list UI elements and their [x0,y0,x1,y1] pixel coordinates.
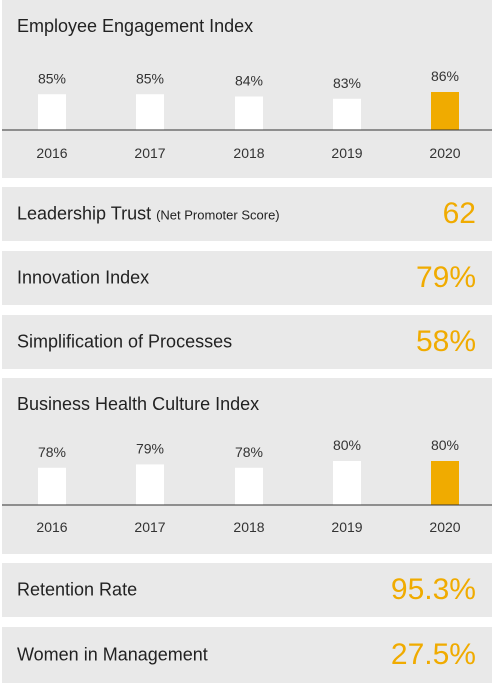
data-label-2018: 84% [235,73,263,89]
year-label-2018: 2018 [233,519,264,535]
year-label-2016: 2016 [36,145,67,161]
women-in-management-label: Women in Management [17,644,208,665]
data-label-2020: 86% [431,68,459,84]
data-label-2019: 80% [333,437,361,453]
data-label-2017: 79% [136,440,164,456]
employee-engagement-panel: Employee Engagement Index 85% 2016 85% 2017… [2,0,492,178]
simplification-panel: Simplification of Processes 58% [2,315,492,369]
year-label-2019: 2019 [331,519,362,535]
data-label-2018: 78% [235,444,263,460]
bar-2020 [431,92,459,130]
employee-engagement-title: Employee Engagement Index [17,16,254,36]
data-label-2019: 83% [333,75,361,91]
year-label-2018: 2018 [233,145,264,161]
innovation-index-panel: Innovation Index 79% [2,251,492,305]
data-label-2016: 85% [38,70,66,86]
bar-2016 [38,94,66,130]
bar-2018 [235,467,263,505]
data-label-2017: 85% [136,70,164,86]
bar-2017 [136,464,164,505]
leadership-trust-panel: Leadership Trust (Net Promoter Score) 62 [2,187,492,241]
bar-2020 [431,461,459,505]
retention-rate-value: 95.3% [390,573,476,606]
year-label-2020: 2020 [429,519,460,535]
business-health-chart: 78% 2016 79% 2017 78% 2018 80% 2019 80% 2020 [2,437,492,535]
data-label-2020: 80% [431,437,459,453]
year-label-2017: 2017 [134,519,165,535]
leadership-trust-label-text: Leadership Trust [17,203,152,224]
year-label-2020: 2020 [429,145,460,161]
year-label-2019: 2019 [331,145,362,161]
year-label-2016: 2016 [36,519,67,535]
simplification-label: Simplification of Processes [17,331,233,352]
year-label-2017: 2017 [134,145,165,161]
business-health-panel: Business Health Culture Index 78% 2016 79%… [2,378,492,554]
innovation-index-label: Innovation Index [17,267,150,288]
bar-2016 [38,467,66,505]
bar-2019 [333,98,361,130]
innovation-index-value: 79% [415,261,476,294]
simplification-value: 58% [415,325,476,358]
women-in-management-value: 27.5% [390,638,476,671]
bar-2017 [136,94,164,130]
leadership-trust-label: Leadership Trust (Net Promoter Score) [17,204,280,225]
bar-2019 [333,461,361,505]
employee-engagement-chart: 85% 2016 85% 2017 84% 2018 83% 2019 86% 2020 [2,68,492,161]
women-in-management-panel: Women in Management 27.5% [2,627,492,683]
leadership-trust-value: 62 [442,197,476,230]
leadership-trust-sublabel: (Net Promoter Score) [156,207,280,223]
bar-2018 [235,96,263,130]
retention-rate-label: Retention Rate [17,579,138,600]
business-health-title: Business Health Culture Index [17,394,260,414]
retention-rate-panel: Retention Rate 95.3% [2,563,492,617]
data-label-2016: 78% [38,444,66,460]
